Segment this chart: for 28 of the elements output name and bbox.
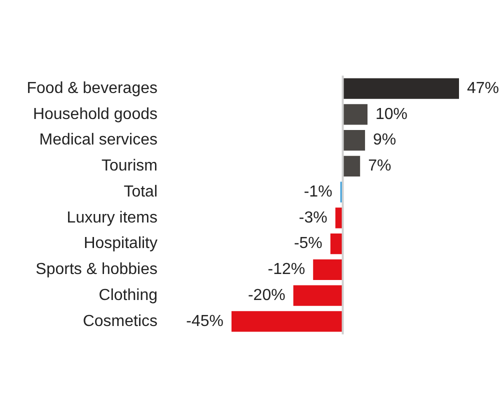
bar bbox=[342, 78, 459, 99]
data-label: -5% bbox=[294, 235, 322, 252]
bar bbox=[342, 104, 368, 125]
data-label: -12% bbox=[268, 261, 306, 278]
y-tick-label: Tourism bbox=[101, 158, 158, 175]
data-label: -20% bbox=[248, 286, 286, 304]
bar bbox=[232, 311, 343, 332]
data-label: 9% bbox=[373, 132, 396, 149]
bar bbox=[330, 233, 343, 254]
bar bbox=[342, 130, 366, 151]
bar bbox=[293, 285, 343, 306]
y-tick-label: Clothing bbox=[98, 286, 158, 304]
data-label: 47% bbox=[467, 80, 500, 97]
data-label: -45% bbox=[186, 312, 224, 330]
data-label: 10% bbox=[376, 106, 408, 123]
data-label: 7% bbox=[368, 158, 392, 175]
y-tick-label: Medical services bbox=[39, 132, 158, 149]
y-tick-label: Luxury items bbox=[66, 209, 158, 226]
y-tick-label: Sports & hobbies bbox=[36, 261, 158, 278]
y-tick-label: Hospitality bbox=[84, 235, 158, 252]
y-tick-label: Total bbox=[124, 183, 158, 200]
bar bbox=[313, 259, 343, 280]
bar bbox=[342, 156, 360, 177]
y-tick-label: Household goods bbox=[32, 106, 158, 123]
data-label: -3% bbox=[298, 209, 328, 226]
data-label: -1% bbox=[304, 183, 332, 200]
y-tick-label: Food & beverages bbox=[26, 80, 158, 97]
y-tick-label: Cosmetics bbox=[82, 312, 158, 330]
